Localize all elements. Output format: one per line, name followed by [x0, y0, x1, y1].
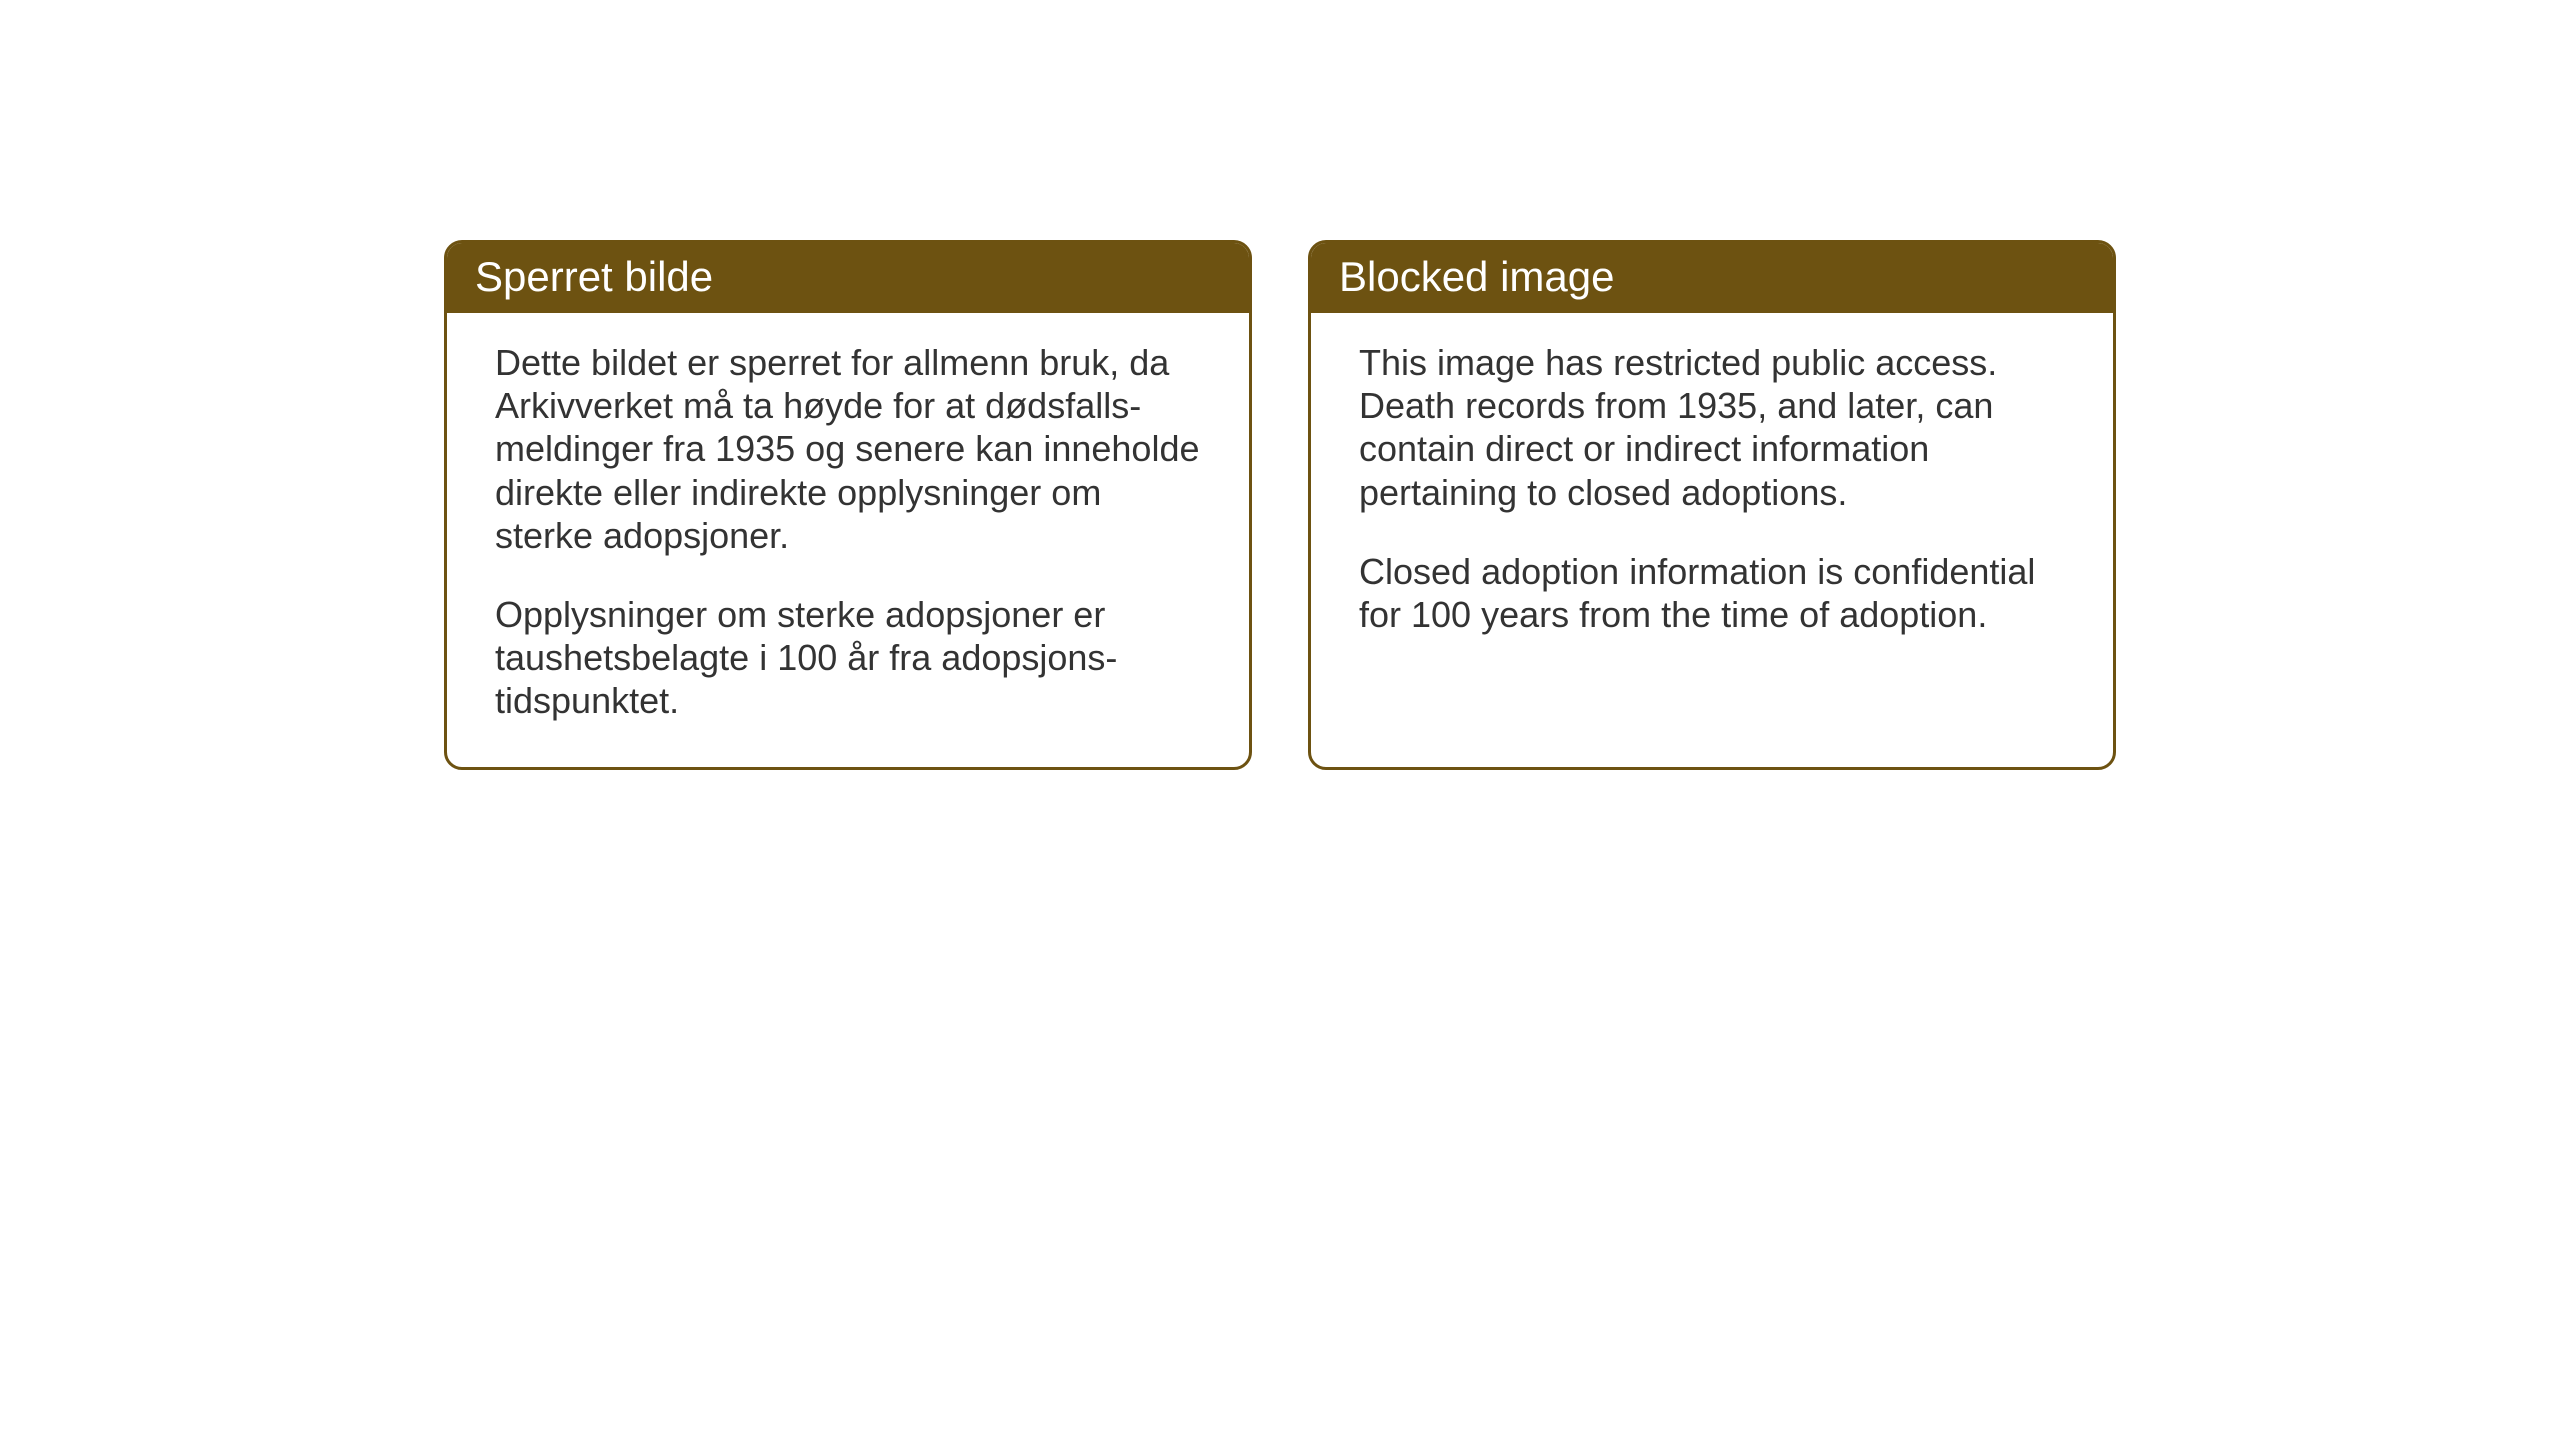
english-card: Blocked image This image has restricted … [1308, 240, 2116, 770]
english-card-body: This image has restricted public access.… [1311, 313, 2113, 680]
english-card-title: Blocked image [1339, 253, 1614, 300]
norwegian-card-body: Dette bildet er sperret for allmenn bruk… [447, 313, 1249, 767]
english-card-paragraph-1: This image has restricted public access.… [1359, 341, 2065, 514]
norwegian-card-header: Sperret bilde [447, 243, 1249, 313]
cards-container: Sperret bilde Dette bildet er sperret fo… [444, 240, 2116, 770]
norwegian-card: Sperret bilde Dette bildet er sperret fo… [444, 240, 1252, 770]
norwegian-card-paragraph-1: Dette bildet er sperret for allmenn bruk… [495, 341, 1201, 557]
norwegian-card-paragraph-2: Opplysninger om sterke adopsjoner er tau… [495, 593, 1201, 723]
english-card-paragraph-2: Closed adoption information is confident… [1359, 550, 2065, 636]
norwegian-card-title: Sperret bilde [475, 253, 713, 300]
english-card-header: Blocked image [1311, 243, 2113, 313]
